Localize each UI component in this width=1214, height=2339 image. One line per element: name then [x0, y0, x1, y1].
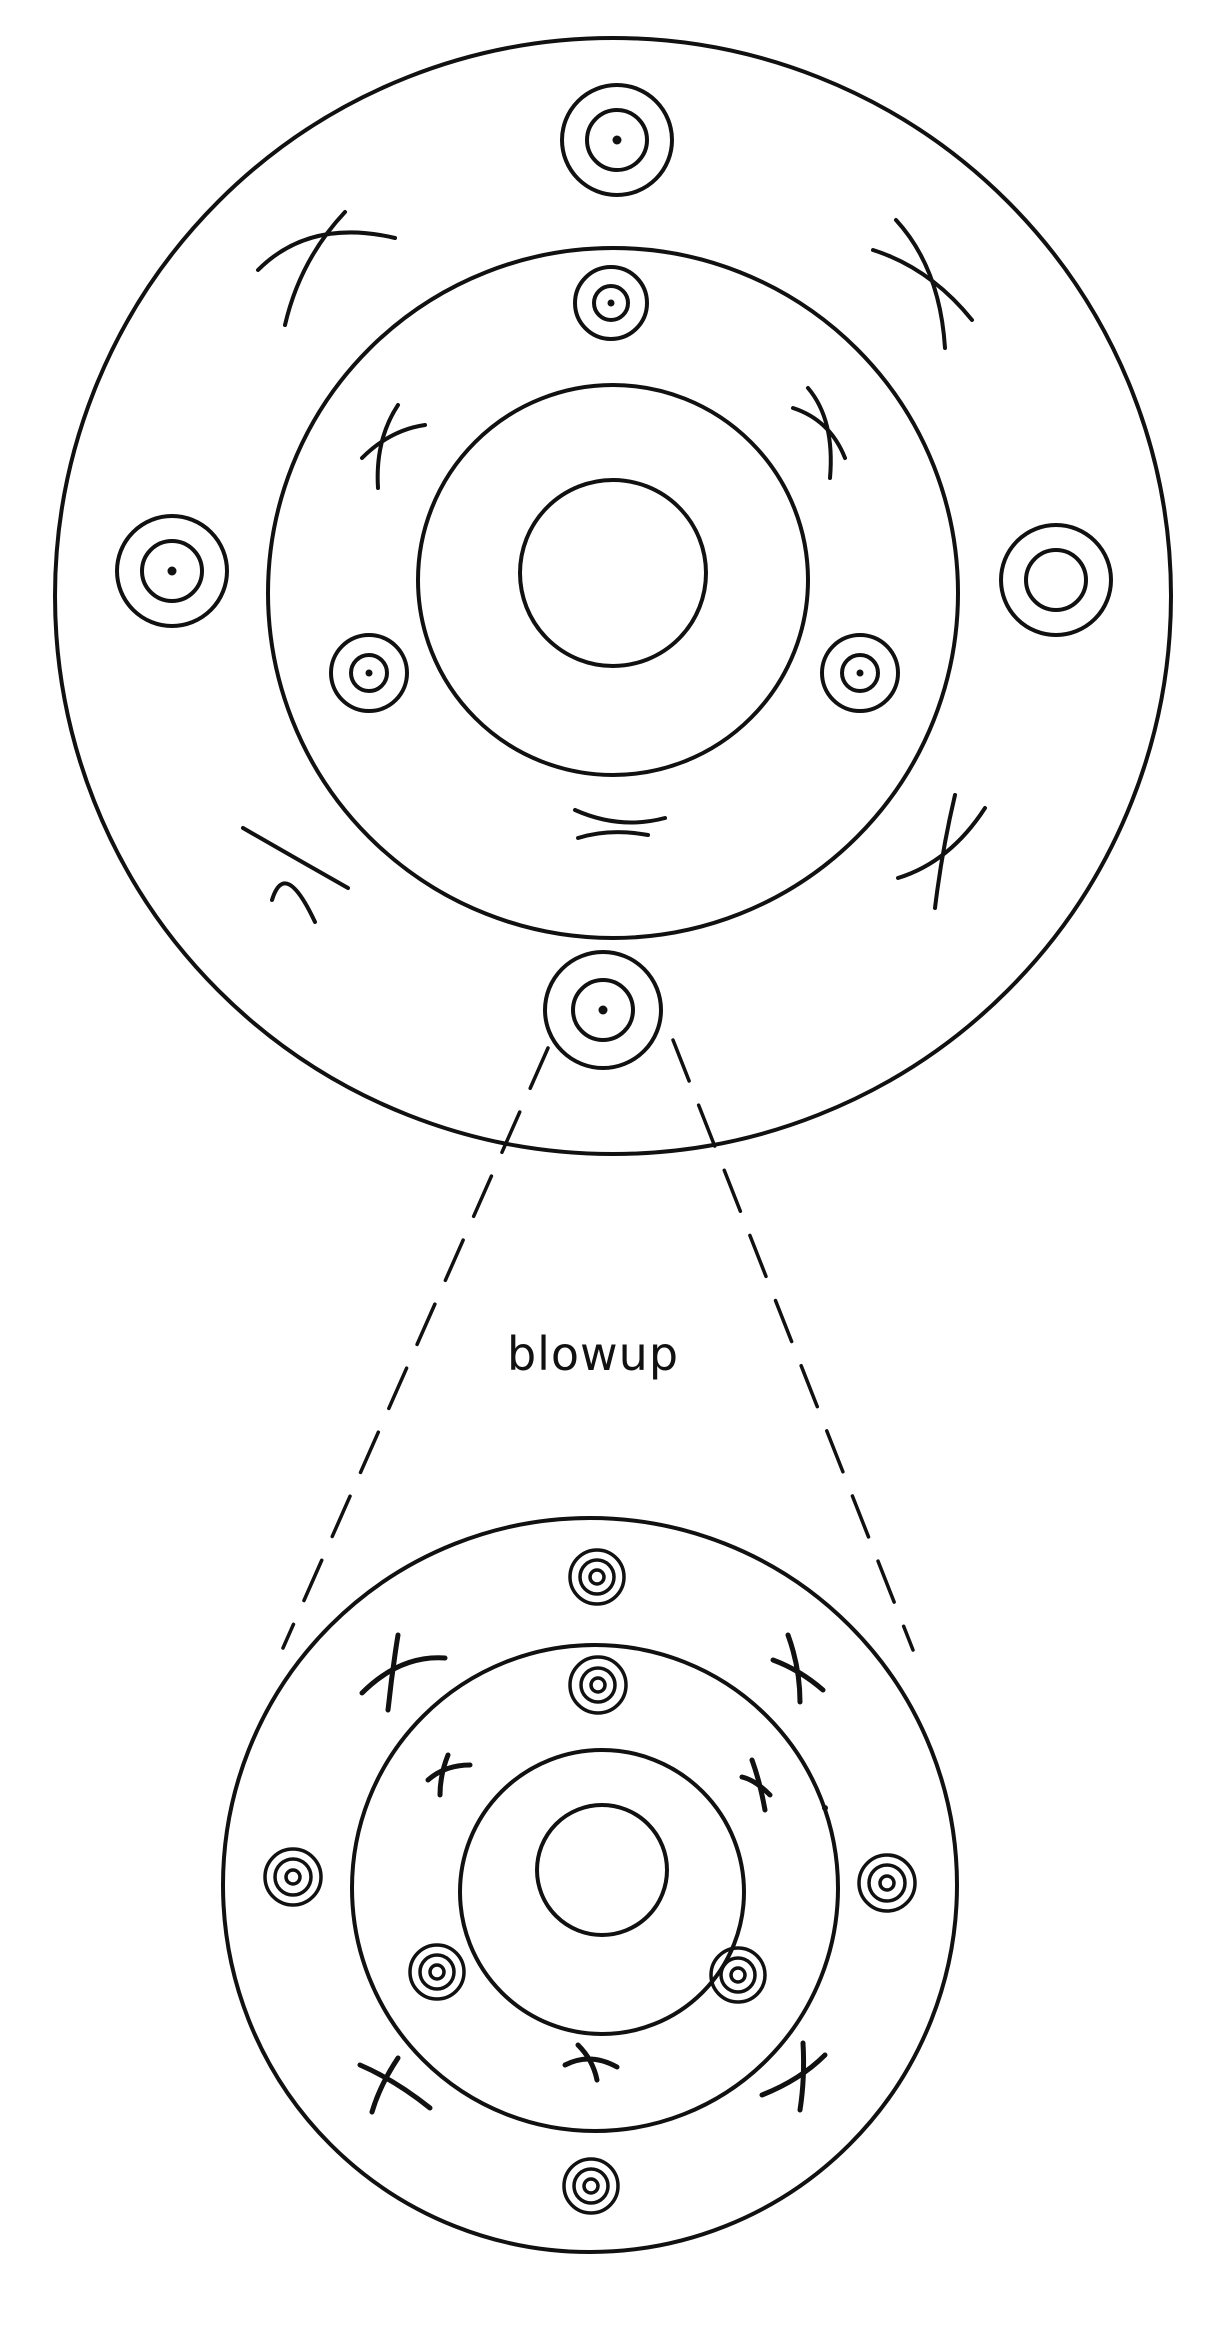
blowup-outer-cross-bottom-left: [357, 2055, 433, 2115]
large-outer-target-left: [115, 514, 229, 628]
blowup-outer-target-top: [568, 1548, 626, 1606]
blowup-disc-middle-ring: [350, 1643, 840, 2133]
blowup-disc-core: [535, 1803, 669, 1937]
large-middle-target-left: [329, 633, 409, 713]
blowup-disc-outer-ring: [221, 1516, 959, 2254]
large-outer-cross-bottom-left: [241, 826, 350, 924]
large-disc-middle-ring: [266, 246, 960, 940]
large-outer-cross-top-left: [256, 210, 397, 327]
large-outer-target-right: [999, 523, 1113, 637]
blowup-connector-right: [671, 1038, 915, 1652]
large-outer-target-top: [560, 83, 674, 197]
blowup-outer-cross-bottom-right: [759, 2040, 828, 2113]
large-disc-core: [518, 478, 708, 668]
blowup-middle-target-right: [709, 1946, 767, 2004]
large-middle-cross-bottom: [573, 808, 667, 840]
blowup-middle-target-top: [568, 1655, 628, 1715]
blowup-outer-target-right: [857, 1853, 917, 1913]
large-disc: [53, 36, 1173, 1156]
blowup-outer-cross-top-left: [359, 1632, 448, 1713]
stray-dot: [822, 1805, 828, 1811]
large-outer-cross-bottom-right: [896, 793, 987, 910]
blowup-disc-inner-ring: [458, 1748, 746, 2036]
large-middle-target-right: [820, 633, 900, 713]
large-disc-outer-ring: [53, 36, 1173, 1156]
blowup-middle-target-left: [408, 1943, 466, 2001]
blowup-middle-cross-bottom: [562, 2042, 620, 2083]
large-middle-cross-top-right: [791, 386, 847, 480]
blowup-middle-cross-top-right: [739, 1757, 773, 1813]
blowup-outer-target-left: [263, 1847, 323, 1907]
blowup-label: blowup: [507, 1327, 679, 1381]
blowup-disc: [221, 1516, 959, 2254]
large-middle-target-top: [573, 265, 649, 341]
blowup-outer-cross-top-right: [770, 1632, 826, 1705]
blowup-connector-left: [281, 1046, 550, 1650]
blowup-outer-target-bottom: [562, 2157, 620, 2215]
large-disc-inner-ring: [416, 383, 810, 777]
large-outer-target-bottom: [543, 950, 663, 1070]
large-middle-cross-top-left: [360, 403, 427, 490]
large-outer-cross-top-right: [871, 218, 974, 350]
blowup-middle-cross-top-left: [425, 1752, 473, 1798]
